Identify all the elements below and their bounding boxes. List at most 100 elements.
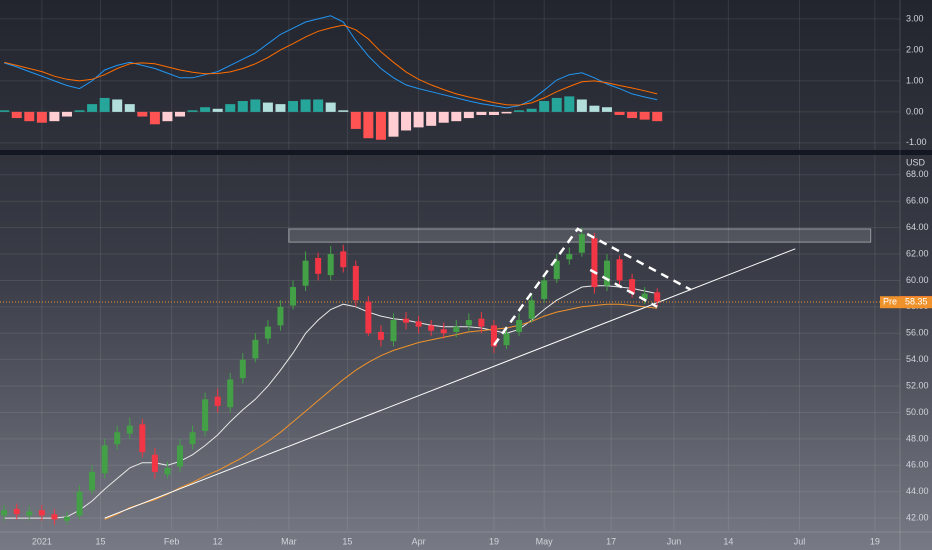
candle-body bbox=[164, 467, 171, 475]
candle-body bbox=[327, 254, 334, 276]
candle-body bbox=[365, 301, 372, 334]
x-tick-label: Jun bbox=[667, 536, 682, 546]
x-tick-label: Feb bbox=[164, 536, 180, 546]
pre-label: Pre bbox=[883, 297, 897, 307]
histogram-bar bbox=[652, 111, 663, 122]
candle-body bbox=[453, 326, 460, 332]
candle-body bbox=[13, 508, 20, 515]
y-tick-label: 56.00 bbox=[906, 328, 929, 338]
candle-body bbox=[26, 511, 33, 516]
histogram-bar bbox=[250, 99, 261, 112]
candle-body bbox=[465, 320, 472, 326]
y-tick-label: 46.00 bbox=[906, 460, 929, 470]
x-tick-label: 2021 bbox=[32, 536, 52, 546]
candle-body bbox=[578, 234, 585, 253]
histogram-bar bbox=[501, 111, 512, 114]
histogram-bar bbox=[413, 111, 424, 128]
histogram-bar bbox=[325, 102, 336, 112]
histogram-bar bbox=[451, 111, 462, 122]
candle-body bbox=[340, 251, 347, 268]
x-tick-label: 19 bbox=[489, 536, 499, 546]
histogram-bar bbox=[49, 111, 60, 122]
x-tick-label: 19 bbox=[870, 536, 880, 546]
histogram-bar bbox=[601, 107, 612, 112]
histogram-bar bbox=[438, 111, 449, 123]
candle-body bbox=[114, 432, 121, 445]
histogram-bar bbox=[237, 101, 248, 112]
y-tick-label: 52.00 bbox=[906, 380, 929, 390]
candle-body bbox=[390, 320, 397, 342]
candle-body bbox=[202, 399, 209, 431]
moving-average bbox=[104, 303, 658, 520]
candle-body bbox=[76, 491, 83, 516]
moving-average bbox=[4, 285, 658, 519]
candle-body bbox=[528, 300, 535, 319]
x-tick-label: 15 bbox=[342, 536, 352, 546]
candle-body bbox=[591, 238, 598, 288]
candle-body bbox=[227, 379, 234, 408]
histogram-bar bbox=[388, 111, 399, 137]
currency-label: USD bbox=[906, 157, 926, 167]
candle-body bbox=[428, 325, 435, 331]
x-tick-label: May bbox=[536, 536, 554, 546]
histogram-bar bbox=[124, 104, 135, 112]
candle-body bbox=[63, 516, 70, 521]
histogram-bar bbox=[488, 111, 499, 115]
histogram-bar bbox=[11, 111, 22, 119]
histogram-bar bbox=[363, 111, 374, 139]
x-tick-label: 12 bbox=[213, 536, 223, 546]
y-tick-label: -1.00 bbox=[906, 137, 927, 147]
y-tick-label: 3.00 bbox=[906, 13, 924, 23]
candle-body bbox=[189, 432, 196, 445]
pane-separator bbox=[0, 150, 932, 155]
candle-body bbox=[264, 326, 271, 339]
histogram-bar bbox=[0, 110, 10, 112]
histogram-bar bbox=[350, 111, 361, 129]
x-tick-label: 15 bbox=[95, 536, 105, 546]
indicator-line bbox=[4, 15, 658, 109]
histogram-bar bbox=[401, 111, 412, 131]
histogram-bar bbox=[526, 108, 537, 112]
candle-body bbox=[654, 292, 661, 302]
histogram-bar bbox=[426, 111, 437, 126]
candle-body bbox=[478, 318, 485, 327]
y-tick-label: 66.00 bbox=[906, 196, 929, 206]
histogram-bar bbox=[589, 105, 600, 112]
histogram-bar bbox=[551, 97, 562, 112]
candle-body bbox=[214, 396, 221, 406]
histogram-bar bbox=[137, 111, 148, 117]
histogram-bar bbox=[262, 102, 273, 112]
pre-price-badge bbox=[880, 296, 932, 309]
histogram-bar bbox=[639, 111, 650, 120]
histogram-bar bbox=[187, 110, 198, 112]
histogram-bar bbox=[463, 111, 474, 119]
x-tick-label: Jul bbox=[794, 536, 806, 546]
candle-body bbox=[566, 254, 573, 260]
x-tick-label: 14 bbox=[723, 536, 733, 546]
candle-body bbox=[516, 320, 523, 332]
histogram-bar bbox=[225, 104, 236, 112]
candle-body bbox=[403, 318, 410, 323]
y-tick-label: 2.00 bbox=[906, 44, 924, 54]
candle-body bbox=[352, 265, 359, 301]
y-tick-label: 64.00 bbox=[906, 222, 929, 232]
candle-body bbox=[139, 424, 146, 453]
y-tick-label: 50.00 bbox=[906, 407, 929, 417]
histogram-bar bbox=[313, 99, 324, 112]
histogram-bar bbox=[149, 111, 160, 125]
candle-body bbox=[126, 425, 133, 434]
candle-body bbox=[440, 329, 447, 334]
histogram-bar bbox=[87, 104, 98, 112]
histogram-bar bbox=[175, 111, 185, 117]
candle-body bbox=[541, 280, 548, 299]
histogram-bar bbox=[112, 99, 123, 112]
indicator-line bbox=[4, 24, 658, 106]
y-tick-label: 0.00 bbox=[906, 106, 924, 116]
histogram-bar bbox=[514, 110, 525, 112]
candle-body bbox=[290, 287, 297, 306]
histogram-bar bbox=[627, 111, 638, 119]
histogram-bar bbox=[614, 111, 625, 115]
y-tick-label: 62.00 bbox=[906, 248, 929, 258]
candle-body bbox=[239, 359, 246, 379]
